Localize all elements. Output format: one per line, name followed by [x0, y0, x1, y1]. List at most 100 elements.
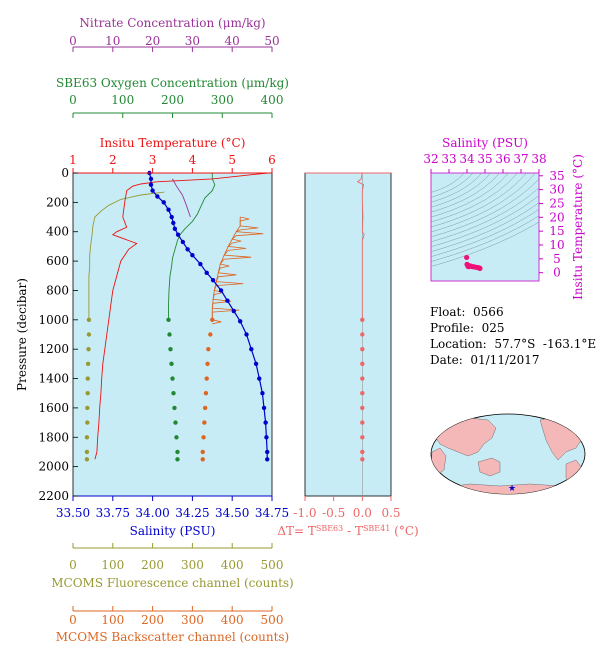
backscatter-tick-label: 0 [69, 613, 77, 627]
pressure-tick-label: 1800 [38, 430, 69, 444]
temperature-tick-label: 3 [149, 153, 157, 167]
dt-point [360, 457, 365, 462]
salinity-tick-label: 34.00 [135, 506, 169, 520]
ts-y-tick-label: 5 [553, 252, 561, 266]
backscatter-point [200, 449, 205, 455]
backscatter-axis-title: MCOMS Backscatter channel (counts) [56, 630, 289, 644]
pressure-tick-label: 1400 [38, 372, 69, 386]
salinity-point [150, 188, 155, 193]
fluorescence-point [85, 420, 90, 425]
salinity-axis-title: Salinity (PSU) [130, 524, 216, 538]
ts-x-tick-label: 33 [441, 152, 456, 166]
ts-y-tick-label: 30 [549, 183, 564, 197]
ts-y-tick-label: 0 [553, 266, 561, 280]
ts-x-tick-label: 35 [477, 152, 492, 166]
salinity-point [260, 391, 265, 396]
ts-density-contour [431, 173, 465, 193]
salinity-point [257, 376, 262, 381]
backscatter-point [201, 435, 206, 440]
fluorescence-tick-label: 200 [141, 558, 164, 572]
salinity-point [148, 182, 154, 187]
pressure-tick-label: 800 [46, 283, 69, 297]
oxygen-point [171, 391, 176, 396]
backscatter-tick-label: 400 [221, 613, 244, 627]
pressure-tick-label: 200 [46, 195, 69, 209]
dt-line [356, 172, 365, 320]
oxygen-point [175, 457, 180, 462]
ts-density-contour [431, 173, 474, 198]
oxygen-line [168, 173, 216, 320]
nitrate-tick-label: 10 [105, 34, 120, 48]
fluorescence-point [84, 449, 90, 455]
pressure-tick-label: 1600 [38, 401, 69, 415]
dt-point [360, 346, 365, 352]
ts-density-contour [431, 173, 483, 203]
salinity-point [180, 239, 186, 245]
oxygen-tick-label: 0 [69, 93, 77, 107]
backscatter-tick-label: 300 [181, 613, 204, 627]
temperature-axis-title: Insitu Temperature (°C) [100, 136, 246, 150]
backscatter-point [208, 332, 213, 337]
dt-point [360, 317, 365, 323]
dt-point [360, 376, 365, 381]
backscatter-point [200, 457, 205, 462]
fluorescence-point [86, 332, 92, 337]
fluorescence-axis-title: MCOMS Fluorescence channel (counts) [51, 576, 294, 590]
ts-density-contour [431, 173, 509, 218]
ts-point [468, 263, 475, 269]
oxygen-tick-label: 300 [211, 93, 234, 107]
ts-y-tick-label: 15 [549, 224, 564, 238]
salinity-point [265, 449, 270, 455]
fluorescence-tick-label: 500 [261, 558, 284, 572]
pressure-axis-title: Pressure (decibar) [15, 278, 29, 391]
fluorescence-point [85, 391, 90, 396]
dt-point [360, 405, 365, 411]
backscatter-point [206, 346, 211, 352]
ts-density-contour [431, 173, 536, 233]
pressure-tick-label: 2200 [38, 489, 69, 503]
dt-tick-label: -1.0 [293, 506, 316, 520]
ts-density-contour [431, 173, 500, 213]
backscatter-point [210, 317, 215, 323]
profile-label: Profile: 025 [430, 321, 505, 335]
ts-density-contour [431, 178, 539, 238]
dt-point [360, 332, 365, 337]
ts-point [464, 254, 470, 261]
ts-y-tick-label: 10 [549, 238, 564, 252]
oxygen-point [166, 317, 171, 323]
dt-point [360, 420, 365, 425]
ts-density-contour [431, 173, 527, 228]
salinity-tick-label: 34.75 [255, 506, 289, 520]
salinity-point [263, 420, 268, 425]
salinity-point [169, 214, 174, 220]
salinity-point [204, 270, 209, 276]
oxygen-point [170, 376, 175, 381]
backscatter-noise [211, 216, 264, 325]
salinity-point [218, 288, 224, 293]
salinity-tick-label: 33.50 [56, 506, 90, 520]
salinity-point [249, 346, 254, 352]
pressure-tick-label: 1000 [38, 313, 69, 327]
fluorescence-tick-label: 100 [101, 558, 124, 572]
oxygen-point [169, 361, 174, 367]
ts-density-contour [431, 173, 518, 223]
fluorescence-point [85, 376, 90, 381]
fluorescence-tick-label: 0 [69, 558, 77, 572]
nitrate-tick-label: 0 [69, 34, 77, 48]
ts-density-contour [431, 202, 539, 252]
salinity-point [171, 220, 176, 226]
pressure-tick-label: 600 [46, 254, 69, 268]
oxygen-point [175, 449, 180, 455]
salinity-point [172, 226, 178, 231]
ts-x-tick-label: 36 [495, 152, 510, 166]
salinity-tick-label: 34.50 [215, 506, 249, 520]
temperature-tick-label: 2 [109, 153, 117, 167]
fluorescence-line [88, 191, 165, 320]
salinity-point [231, 308, 236, 314]
ts-density-contour [431, 173, 491, 208]
salinity-point [190, 253, 195, 258]
ts-y-axis-title: Insitu Temperature (°C) [571, 154, 585, 300]
salinity-point [210, 277, 216, 283]
oxygen-point [168, 346, 173, 352]
